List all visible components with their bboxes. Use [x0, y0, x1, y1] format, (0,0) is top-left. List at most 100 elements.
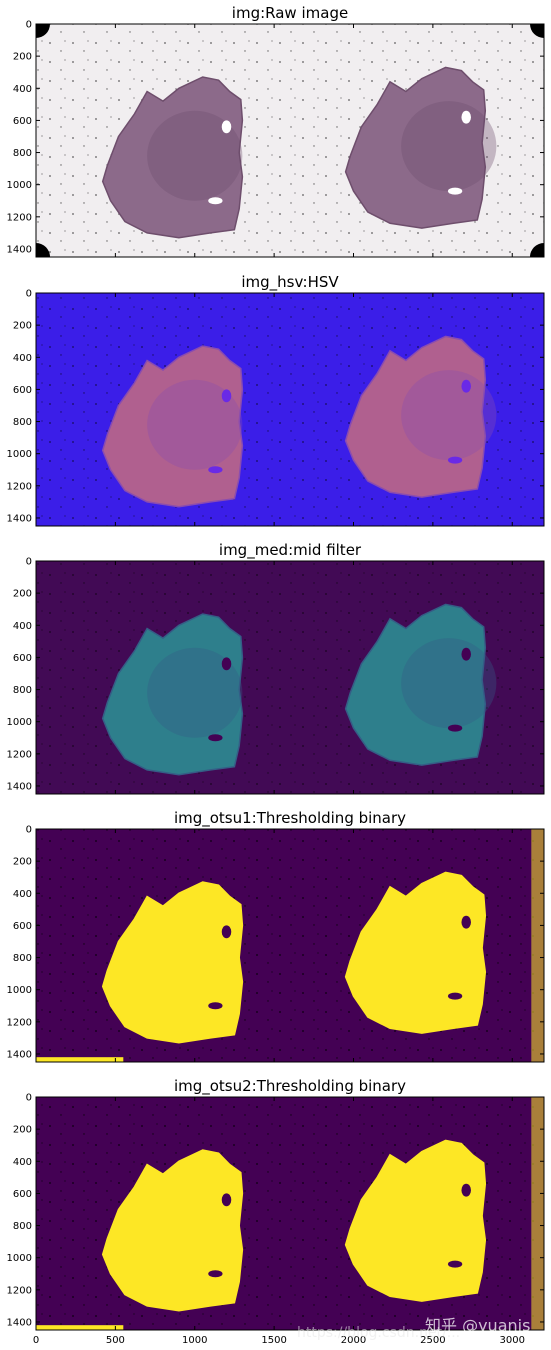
axes-frame	[35, 292, 545, 527]
y-tick-label: 1000	[7, 180, 32, 191]
subplot-title: img_otsu2:Thresholding binary	[174, 1077, 406, 1096]
y-tick-label: 1000	[7, 1253, 32, 1264]
y-tick-label: 1200	[7, 481, 32, 492]
y-tick-label: 200	[13, 857, 32, 868]
edge-artifact	[36, 1057, 124, 1062]
y-tick-label: 600	[13, 116, 32, 127]
subplot-4: img_otsu1:Thresholding binary 0 200 400 600 8…	[7, 809, 545, 1063]
subplot-title: img_hsv:HSV	[241, 273, 339, 292]
watermark-url: https://blog.csdn.net/...	[297, 1325, 460, 1341]
tissue-region	[344, 335, 487, 498]
x-tick-label: 1500	[261, 1335, 286, 1346]
corner-vignette	[530, 24, 544, 38]
tissue-hole	[461, 647, 471, 661]
axes-frame	[35, 560, 545, 795]
edge-artifact	[531, 829, 544, 1062]
tissue-hole	[221, 389, 232, 403]
tissue-region	[101, 345, 244, 508]
image-area	[36, 829, 544, 1062]
tissue-hole	[221, 925, 232, 939]
tissue-region	[101, 76, 244, 239]
y-tick-label: 1400	[7, 781, 32, 792]
tissue-region	[101, 613, 244, 776]
watermark-site: 知乎 @yuanjs	[425, 1316, 530, 1335]
tissue-hole	[208, 197, 223, 205]
subplot-1: img:Raw image 0 200 400 600 800 1000 1200 1400	[7, 4, 545, 258]
tissue-core	[147, 379, 243, 470]
tissue-region	[344, 603, 487, 766]
y-tick-label: 800	[13, 685, 32, 696]
image-area	[36, 561, 544, 794]
tissue-region	[101, 1149, 244, 1312]
x-tick-label: 0	[33, 1335, 39, 1346]
y-tick-label: 1200	[7, 749, 32, 760]
y-tick-label: 400	[13, 353, 32, 364]
tissue-hole	[461, 379, 471, 393]
tissue-hole	[208, 1270, 223, 1278]
y-tick-label: 200	[13, 589, 32, 600]
tissue-hole	[447, 724, 463, 732]
y-tick-label: 1000	[7, 449, 32, 460]
tissue-core	[147, 110, 243, 201]
y-tick-label: 1200	[7, 212, 32, 223]
y-tick-label: 800	[13, 148, 32, 159]
tissue-core	[401, 370, 497, 461]
tissue-hole	[208, 1002, 223, 1010]
subplot-2: img_hsv:HSV 0 200 400 600 800 1000 1200 1400	[7, 273, 545, 527]
subplot-5: img_otsu2:Thresholding binary 0 200 400 600 8…	[7, 1077, 545, 1346]
y-tick-label: 200	[13, 321, 32, 332]
tissue-hole	[461, 110, 471, 124]
y-tick-label: 1400	[7, 1049, 32, 1060]
y-tick-label: 0	[26, 557, 32, 568]
subplot-title: img_med:mid filter	[219, 541, 362, 560]
y-tick-label: 0	[26, 20, 32, 31]
tissue-hole	[461, 1183, 471, 1197]
y-tick-label: 200	[13, 52, 32, 63]
tissue-core	[401, 101, 497, 192]
x-tick-label: 500	[106, 1335, 125, 1346]
tissue-core	[147, 647, 243, 738]
corner-vignette	[36, 24, 50, 38]
subplot-title: img:Raw image	[232, 4, 348, 22]
y-tick-label: 600	[13, 921, 32, 932]
edge-artifact	[36, 1325, 124, 1330]
image-area	[36, 1097, 544, 1330]
subplot-3: img_med:mid filter 0 200 400 600 800 1000 1200 1…	[7, 541, 545, 795]
tissue-hole	[461, 915, 471, 929]
y-tick-label: 800	[13, 953, 32, 964]
subplot-title: img_otsu1:Thresholding binary	[174, 809, 406, 828]
tissue-hole	[208, 734, 223, 742]
y-tick-label: 400	[13, 889, 32, 900]
tissue-hole	[447, 456, 463, 464]
tissue-hole	[208, 466, 223, 474]
corner-vignette	[530, 243, 544, 257]
tissue-region	[344, 1139, 487, 1302]
y-tick-label: 0	[26, 1093, 32, 1104]
y-tick-label: 1400	[7, 244, 32, 255]
image-area	[36, 24, 544, 257]
y-tick-label: 800	[13, 1221, 32, 1232]
corner-vignette	[36, 243, 50, 257]
y-tick-label: 400	[13, 621, 32, 632]
axes-frame	[35, 23, 545, 258]
y-tick-label: 1000	[7, 985, 32, 996]
y-tick-label: 1400	[7, 513, 32, 524]
y-tick-label: 600	[13, 1189, 32, 1200]
axes-frame	[35, 1096, 545, 1331]
y-tick-label: 400	[13, 1157, 32, 1168]
y-tick-label: 400	[13, 84, 32, 95]
y-tick-label: 800	[13, 417, 32, 428]
edge-artifact	[531, 1097, 544, 1330]
tissue-region	[344, 66, 487, 229]
y-tick-label: 600	[13, 653, 32, 664]
tissue-hole	[221, 657, 232, 671]
x-tick-label: 2000	[341, 1335, 366, 1346]
axes-frame	[35, 828, 545, 1063]
tissue-hole	[447, 992, 463, 1000]
y-tick-label: 200	[13, 1125, 32, 1136]
tissue-region	[101, 881, 244, 1044]
y-tick-label: 1200	[7, 1285, 32, 1296]
y-tick-label: 0	[26, 289, 32, 300]
tissue-hole	[221, 120, 232, 134]
